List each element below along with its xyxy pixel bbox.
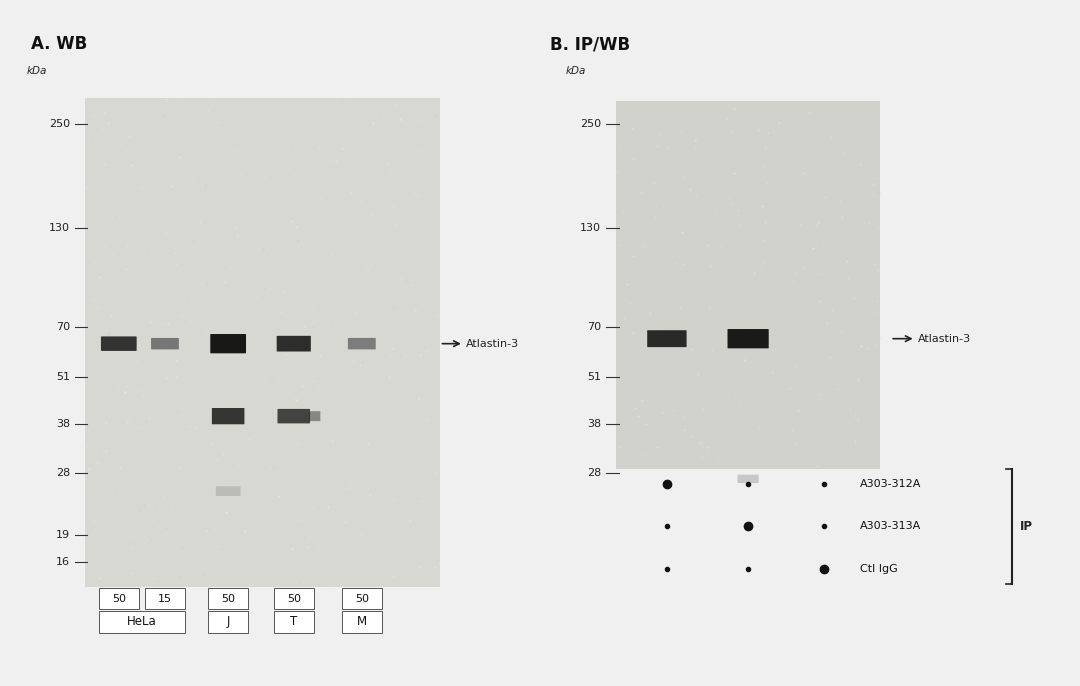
Text: 250: 250 — [49, 119, 70, 129]
FancyBboxPatch shape — [647, 330, 687, 347]
Text: 50: 50 — [112, 594, 125, 604]
Text: M: M — [356, 615, 367, 628]
Text: 19: 19 — [56, 530, 70, 540]
Text: 70: 70 — [586, 322, 600, 332]
FancyBboxPatch shape — [309, 411, 321, 421]
FancyBboxPatch shape — [100, 336, 137, 351]
Text: A303-312A: A303-312A — [860, 479, 921, 489]
Bar — [274, 611, 313, 633]
Text: 16: 16 — [56, 557, 70, 567]
Text: 38: 38 — [56, 419, 70, 429]
Text: 51: 51 — [56, 372, 70, 382]
Text: 50: 50 — [221, 594, 235, 604]
Text: T: T — [291, 615, 297, 628]
FancyBboxPatch shape — [212, 408, 244, 425]
Text: 50: 50 — [287, 594, 300, 604]
Text: 130: 130 — [50, 223, 70, 233]
Text: 38: 38 — [586, 419, 600, 429]
Text: 250: 250 — [580, 119, 600, 129]
Bar — [99, 589, 138, 609]
Text: A. WB: A. WB — [31, 36, 87, 54]
Text: 50: 50 — [355, 594, 368, 604]
FancyBboxPatch shape — [738, 475, 758, 483]
Bar — [99, 611, 185, 633]
FancyBboxPatch shape — [276, 336, 311, 351]
Bar — [208, 589, 248, 609]
FancyBboxPatch shape — [211, 334, 246, 353]
Text: A303-313A: A303-313A — [860, 521, 921, 531]
FancyBboxPatch shape — [216, 486, 241, 496]
Bar — [208, 611, 248, 633]
Bar — [145, 589, 185, 609]
Text: kDa: kDa — [566, 66, 585, 75]
FancyBboxPatch shape — [151, 338, 179, 349]
Text: 15: 15 — [158, 594, 172, 604]
Bar — [84, 97, 440, 587]
Text: HeLa: HeLa — [127, 615, 157, 628]
Text: B. IP/WB: B. IP/WB — [550, 36, 631, 54]
Text: Atlastin-3: Atlastin-3 — [918, 333, 971, 344]
Bar — [342, 589, 381, 609]
Text: kDa: kDa — [26, 66, 46, 75]
Bar — [616, 101, 880, 469]
Text: 130: 130 — [580, 223, 600, 233]
FancyBboxPatch shape — [278, 409, 310, 423]
Text: 51: 51 — [586, 372, 600, 382]
Text: J: J — [227, 615, 230, 628]
Text: IP: IP — [1020, 520, 1032, 533]
FancyBboxPatch shape — [348, 338, 376, 349]
Text: Atlastin-3: Atlastin-3 — [467, 339, 519, 348]
Text: 70: 70 — [56, 322, 70, 332]
Text: 28: 28 — [56, 468, 70, 478]
Text: Ctl IgG: Ctl IgG — [860, 564, 897, 573]
Text: 28: 28 — [586, 468, 600, 478]
Bar — [274, 589, 313, 609]
FancyBboxPatch shape — [728, 329, 769, 348]
Bar — [342, 611, 381, 633]
